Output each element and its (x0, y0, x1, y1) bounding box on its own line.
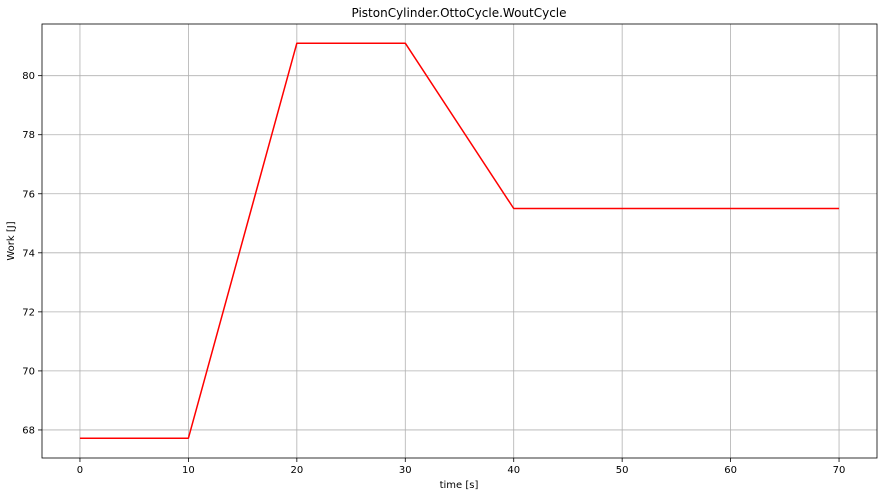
y-tick-label: 68 (22, 425, 35, 436)
plot-frame (41, 23, 878, 459)
x-tick-label: 10 (182, 465, 195, 476)
y-tick-label: 80 (22, 71, 35, 82)
y-tick-label: 76 (22, 189, 35, 200)
grid (42, 24, 877, 458)
y-tick-label: 74 (22, 248, 35, 259)
x-axis-label: time [s] (440, 480, 479, 491)
y-axis-label: Work [J] (6, 221, 17, 260)
series-layer (79, 42, 840, 439)
x-tick-label: 50 (616, 465, 629, 476)
x-tick-label: 0 (77, 465, 83, 476)
x-tick-label: 60 (724, 465, 737, 476)
x-axis: 0 10 20 30 40 50 60 70 (77, 458, 846, 476)
series-line (79, 42, 840, 439)
x-tick-label: 70 (833, 465, 846, 476)
x-tick-label: 30 (399, 465, 412, 476)
x-tick-label: 40 (507, 465, 520, 476)
y-tick-label: 70 (22, 366, 35, 377)
chart-title: PistonCylinder.OttoCycle.WoutCycle (351, 6, 566, 20)
y-axis: 68 70 72 74 76 78 80 (22, 71, 42, 436)
x-tick-label: 20 (290, 465, 303, 476)
y-tick-label: 78 (22, 130, 35, 141)
y-tick-label: 72 (22, 307, 35, 318)
